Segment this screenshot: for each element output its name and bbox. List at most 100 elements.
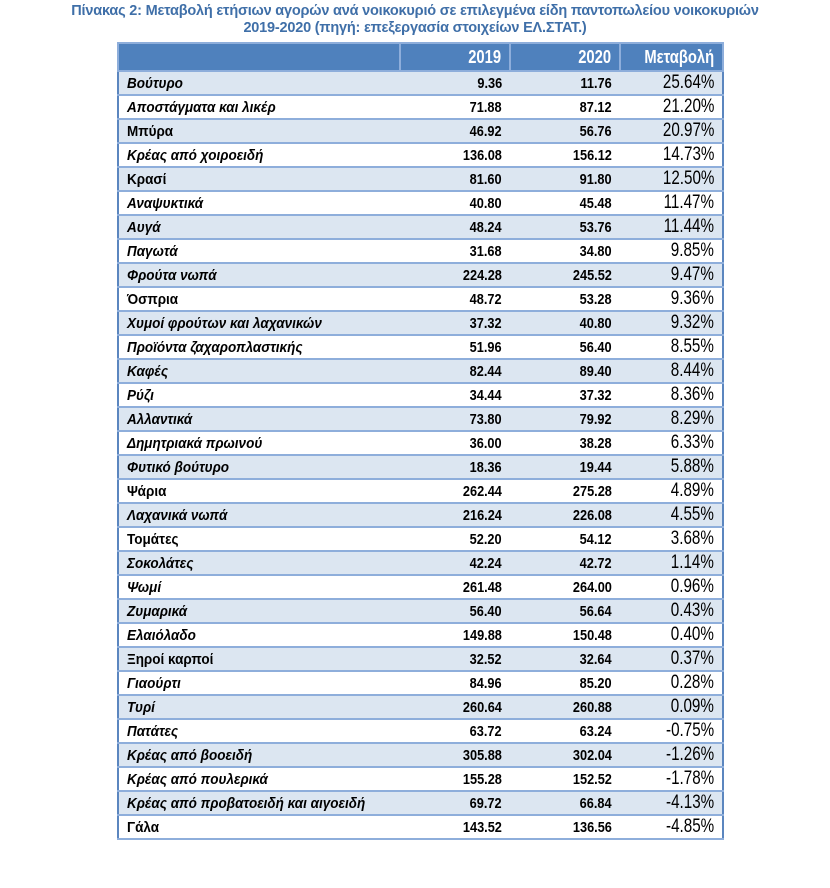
value-2020: 42.72 <box>509 550 620 576</box>
change-value: 0.09% <box>619 694 723 720</box>
table-row: Αποστάγματα και λικέρ 71.88 87.12 21.20% <box>118 94 723 120</box>
item-name: Παγωτά <box>118 238 400 264</box>
item-name: Γάλα <box>118 814 400 840</box>
change-value: -0.75% <box>619 718 723 744</box>
change-value: -1.78% <box>619 766 723 792</box>
table-row: Ψάρια 262.44 275.28 4.89% <box>118 478 723 504</box>
change-value: 0.40% <box>619 622 723 648</box>
value-2019: 48.72 <box>399 286 510 312</box>
change-value: 8.44% <box>619 358 723 384</box>
header-2019: 2019 <box>398 42 511 72</box>
table-row: Φυτικό βούτυρο 18.36 19.44 5.88% <box>118 454 723 480</box>
table-row: Βούτυρο 9.36 11.76 25.64% <box>118 70 723 96</box>
table-row: Ρύζι 34.44 37.32 8.36% <box>118 382 723 408</box>
value-2019: 37.32 <box>399 310 510 336</box>
table-row: Ζυμαρικά 56.40 56.64 0.43% <box>118 598 723 624</box>
value-2020: 260.88 <box>509 694 620 720</box>
item-name: Κρέας από χοιροειδή <box>118 142 400 168</box>
change-value: 0.37% <box>619 646 723 672</box>
table-row: Τομάτες 52.20 54.12 3.68% <box>118 526 723 552</box>
value-2020: 32.64 <box>509 646 620 672</box>
item-name: Τυρί <box>118 694 400 720</box>
table-row: Κρασί 81.60 91.80 12.50% <box>118 166 723 192</box>
value-2020: 152.52 <box>509 766 620 792</box>
item-name: Όσπρια <box>118 286 400 312</box>
table-row: Φρούτα νωπά 224.28 245.52 9.47% <box>118 262 723 288</box>
value-2019: 32.52 <box>399 646 510 672</box>
change-value: 4.55% <box>619 502 723 528</box>
change-value: 4.89% <box>619 478 723 504</box>
value-2019: 46.92 <box>399 118 510 144</box>
item-name: Κρασί <box>118 166 400 192</box>
value-2019: 224.28 <box>399 262 510 288</box>
item-name: Χυμοί φρούτων και λαχανικών <box>118 310 400 336</box>
value-2020: 156.12 <box>509 142 620 168</box>
item-name: Γιαούρτι <box>118 670 400 696</box>
value-2019: 155.28 <box>399 766 510 792</box>
change-value: 3.68% <box>619 526 723 552</box>
value-2020: 56.40 <box>509 334 620 360</box>
item-name: Αποστάγματα και λικέρ <box>118 94 400 120</box>
value-2019: 143.52 <box>399 814 510 840</box>
value-2020: 136.56 <box>509 814 620 840</box>
value-2019: 73.80 <box>399 406 510 432</box>
value-2020: 302.04 <box>509 742 620 768</box>
table-row: Ψωμί 261.48 264.00 0.96% <box>118 574 723 600</box>
item-name: Καφές <box>118 358 400 384</box>
table-row: Λαχανικά νωπά 216.24 226.08 4.55% <box>118 502 723 528</box>
item-name: Λαχανικά νωπά <box>118 502 400 528</box>
value-2020: 63.24 <box>509 718 620 744</box>
item-name: Σοκολάτες <box>118 550 400 576</box>
value-2020: 40.80 <box>509 310 620 336</box>
value-2020: 53.76 <box>509 214 620 240</box>
change-value: 21.20% <box>619 94 723 120</box>
value-2020: 11.76 <box>509 70 620 96</box>
change-value: -1.26% <box>619 742 723 768</box>
item-name: Κρέας από πουλερικά <box>118 766 400 792</box>
table-row: Καφές 82.44 89.40 8.44% <box>118 358 723 384</box>
item-name: Ψάρια <box>118 478 400 504</box>
header-change: Μεταβολή <box>618 42 725 72</box>
value-2020: 34.80 <box>509 238 620 264</box>
value-2020: 89.40 <box>509 358 620 384</box>
item-name: Προϊόντα ζαχαροπλαστικής <box>118 334 400 360</box>
change-value: 25.64% <box>619 70 723 96</box>
table-row: Κρέας από χοιροειδή 136.08 156.12 14.73% <box>118 142 723 168</box>
item-name: Αλλαντικά <box>118 406 400 432</box>
table-row: Ελαιόλαδο 149.88 150.48 0.40% <box>118 622 723 648</box>
table-row: Όσπρια 48.72 53.28 9.36% <box>118 286 723 312</box>
value-2019: 34.44 <box>399 382 510 408</box>
item-name: Πατάτες <box>118 718 400 744</box>
value-2020: 54.12 <box>509 526 620 552</box>
table-row: Γιαούρτι 84.96 85.20 0.28% <box>118 670 723 696</box>
change-value: 8.29% <box>619 406 723 432</box>
item-name: Ρύζι <box>118 382 400 408</box>
change-value: 12.50% <box>619 166 723 192</box>
caption-line-1: Πίνακας 2: Μεταβολή ετήσιων αγορών ανά ν… <box>71 3 759 19</box>
change-value: 6.33% <box>619 430 723 456</box>
value-2020: 66.84 <box>509 790 620 816</box>
table-row: Μπύρα 46.92 56.76 20.97% <box>118 118 723 144</box>
item-name: Δημητριακά πρωινού <box>118 430 400 456</box>
value-2019: 71.88 <box>399 94 510 120</box>
item-name: Ζυμαρικά <box>118 598 400 624</box>
table-row: Αλλαντικά 73.80 79.92 8.29% <box>118 406 723 432</box>
change-value: 0.28% <box>619 670 723 696</box>
value-2019: 84.96 <box>399 670 510 696</box>
change-value: 14.73% <box>619 142 723 168</box>
item-name: Αναψυκτικά <box>118 190 400 216</box>
value-2019: 51.96 <box>399 334 510 360</box>
value-2019: 9.36 <box>399 70 510 96</box>
value-2019: 82.44 <box>399 358 510 384</box>
table-row: Πατάτες 63.72 63.24 -0.75% <box>118 718 723 744</box>
value-2019: 36.00 <box>399 430 510 456</box>
value-2019: 262.44 <box>399 478 510 504</box>
value-2019: 48.24 <box>399 214 510 240</box>
item-name: Βούτυρο <box>118 70 400 96</box>
table-row: Κρέας από πουλερικά 155.28 152.52 -1.78% <box>118 766 723 792</box>
value-2019: 69.72 <box>399 790 510 816</box>
caption-line-2: 2019-2020 (πηγή: επεξεργασία στοιχείων Ε… <box>243 20 587 36</box>
header-item <box>117 42 401 72</box>
table-row: Γάλα 143.52 136.56 -4.85% <box>118 814 723 840</box>
change-value: 9.36% <box>619 286 723 312</box>
